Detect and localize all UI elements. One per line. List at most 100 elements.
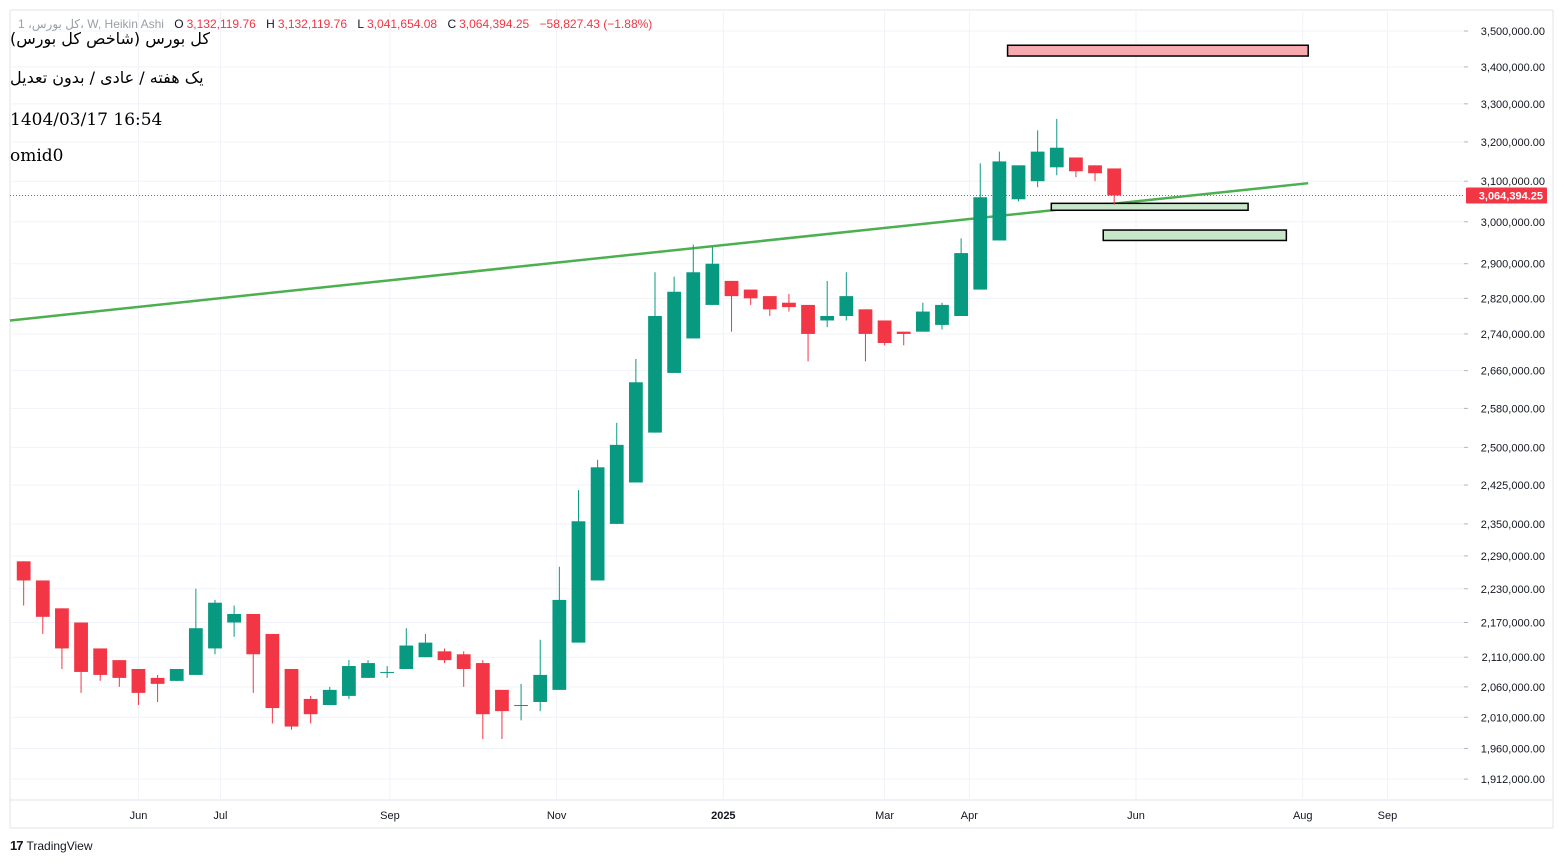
- x-axis-tick-label: Nov: [547, 810, 567, 822]
- candle-body: [246, 613, 261, 655]
- candle-body: [533, 674, 548, 702]
- y-axis-tick-label: 1,960,000.00: [1481, 743, 1545, 755]
- candle-body: [724, 280, 739, 297]
- candle-body: [820, 315, 835, 321]
- candle-body: [896, 331, 911, 334]
- close-label: C: [447, 17, 457, 31]
- candle-body: [74, 622, 88, 672]
- candle-body: [475, 663, 490, 715]
- candle-body: [1069, 157, 1083, 172]
- candle-body: [667, 291, 682, 373]
- candle-body: [935, 304, 949, 325]
- candle-body: [399, 645, 414, 669]
- candle-body: [418, 642, 433, 658]
- candle-body: [188, 628, 203, 675]
- candle-body: [628, 382, 643, 483]
- candle-body: [743, 289, 758, 299]
- candle-body: [342, 666, 356, 696]
- ohlc-legend: 1 ،کل بورس، W, Heikin Ashi O 3,132,119.76…: [18, 17, 652, 31]
- candle-body: [552, 599, 567, 690]
- change-value: −58,827.43 (−1.88%): [539, 17, 653, 31]
- x-axis-tick-label: Mar: [875, 810, 894, 822]
- y-axis-tick-label: 2,060,000.00: [1481, 682, 1545, 694]
- y-axis-tick-label: 2,500,000.00: [1481, 442, 1545, 454]
- y-axis-tick-label: 3,500,000.00: [1481, 26, 1545, 38]
- y-axis-tick-label: 3,200,000.00: [1481, 137, 1545, 149]
- x-axis-tick-label: Jun: [130, 810, 148, 822]
- y-axis-tick-label: 2,660,000.00: [1481, 366, 1545, 378]
- x-axis-tick-label: Apr: [961, 810, 978, 822]
- y-axis-tick-label: 3,000,000.00: [1481, 217, 1545, 229]
- candle-body: [456, 654, 471, 669]
- y-axis-tick-label: 2,290,000.00: [1481, 551, 1545, 563]
- candle-body: [1030, 151, 1045, 182]
- subtitle-annotation[interactable]: یک هفته / عادی / بدون تعدیل: [10, 68, 204, 87]
- x-axis-tick-label: Aug: [1293, 810, 1313, 822]
- support-zone-1: [1050, 202, 1249, 212]
- candle-body: [705, 263, 720, 305]
- candle-body: [16, 561, 31, 581]
- candle-body: [112, 660, 127, 678]
- candle-body: [35, 580, 50, 617]
- candle-body: [954, 253, 969, 316]
- last-price-badge: [1466, 187, 1547, 204]
- candle-body: [648, 315, 662, 433]
- support-zone-2: [1102, 229, 1288, 242]
- candle-body: [361, 663, 375, 678]
- y-axis-tick-label: 2,170,000.00: [1481, 618, 1545, 630]
- x-axis-tick-label: Jun: [1127, 810, 1145, 822]
- y-axis-tick-label: 2,425,000.00: [1481, 480, 1545, 492]
- y-axis-tick-label: 3,100,000.00: [1481, 176, 1545, 188]
- candle-body: [322, 689, 337, 706]
- y-axis-tick-label: 2,010,000.00: [1481, 712, 1545, 724]
- x-axis-tick-label: Jul: [213, 810, 227, 822]
- candle-body: [131, 668, 146, 693]
- candle-body: [992, 161, 1007, 241]
- candle-body: [495, 689, 509, 712]
- close-value: 3,064,394.25: [459, 17, 530, 31]
- y-axis-tick-label: 2,580,000.00: [1481, 403, 1545, 415]
- resistance-zone: [1006, 44, 1309, 57]
- open-value: 3,132,119.76: [186, 17, 256, 31]
- symbol-label[interactable]: 1 ،کل بورس، W, Heikin Ashi: [18, 17, 164, 31]
- y-axis-tick-label: 2,740,000.00: [1481, 329, 1545, 341]
- open-label: O: [174, 17, 184, 31]
- candle-body: [169, 668, 184, 681]
- candle-body: [973, 197, 988, 290]
- candle-body: [839, 296, 854, 316]
- candle-body: [1011, 165, 1026, 200]
- candle-body: [915, 311, 930, 332]
- x-axis-tick-label: Sep: [380, 810, 400, 822]
- candle-body: [858, 309, 873, 334]
- candle-body: [877, 320, 892, 343]
- candle-body: [303, 698, 318, 715]
- candle-body: [93, 648, 108, 675]
- candle-body: [55, 608, 69, 649]
- low-value: 3,041,654.08: [367, 17, 438, 31]
- candle-body: [284, 668, 299, 727]
- last-price-label: 3,064,394.25: [1479, 190, 1543, 202]
- low-label: L: [357, 17, 365, 31]
- candle-body: [762, 296, 777, 310]
- y-axis-tick-label: 3,300,000.00: [1481, 99, 1545, 111]
- y-axis-tick-label: 2,230,000.00: [1481, 584, 1545, 596]
- tradingview-logo[interactable]: 17 TradingView: [10, 838, 93, 853]
- title-annotation[interactable]: کل بورس (شاخص کل بورس): [10, 29, 211, 48]
- candle-body: [150, 677, 165, 684]
- candle-body: [380, 671, 395, 673]
- candle-body: [782, 302, 796, 308]
- candle-body: [1107, 168, 1122, 196]
- candle-body: [590, 467, 605, 581]
- tradingview-brand-text: TradingView: [26, 838, 93, 853]
- datetime-annotation[interactable]: 1404/03/17 16:54: [10, 110, 163, 130]
- tradingview-logo-icon: 17: [10, 838, 24, 853]
- high-value: 3,132,119.76: [277, 17, 347, 31]
- candle-body: [265, 633, 280, 709]
- y-axis-tick-label: 3,400,000.00: [1481, 62, 1545, 74]
- candle-body: [571, 521, 586, 643]
- y-axis-tick-label: 2,820,000.00: [1481, 293, 1545, 305]
- author-annotation[interactable]: omid0: [10, 146, 64, 166]
- y-axis-tick-label: 2,110,000.00: [1482, 652, 1545, 664]
